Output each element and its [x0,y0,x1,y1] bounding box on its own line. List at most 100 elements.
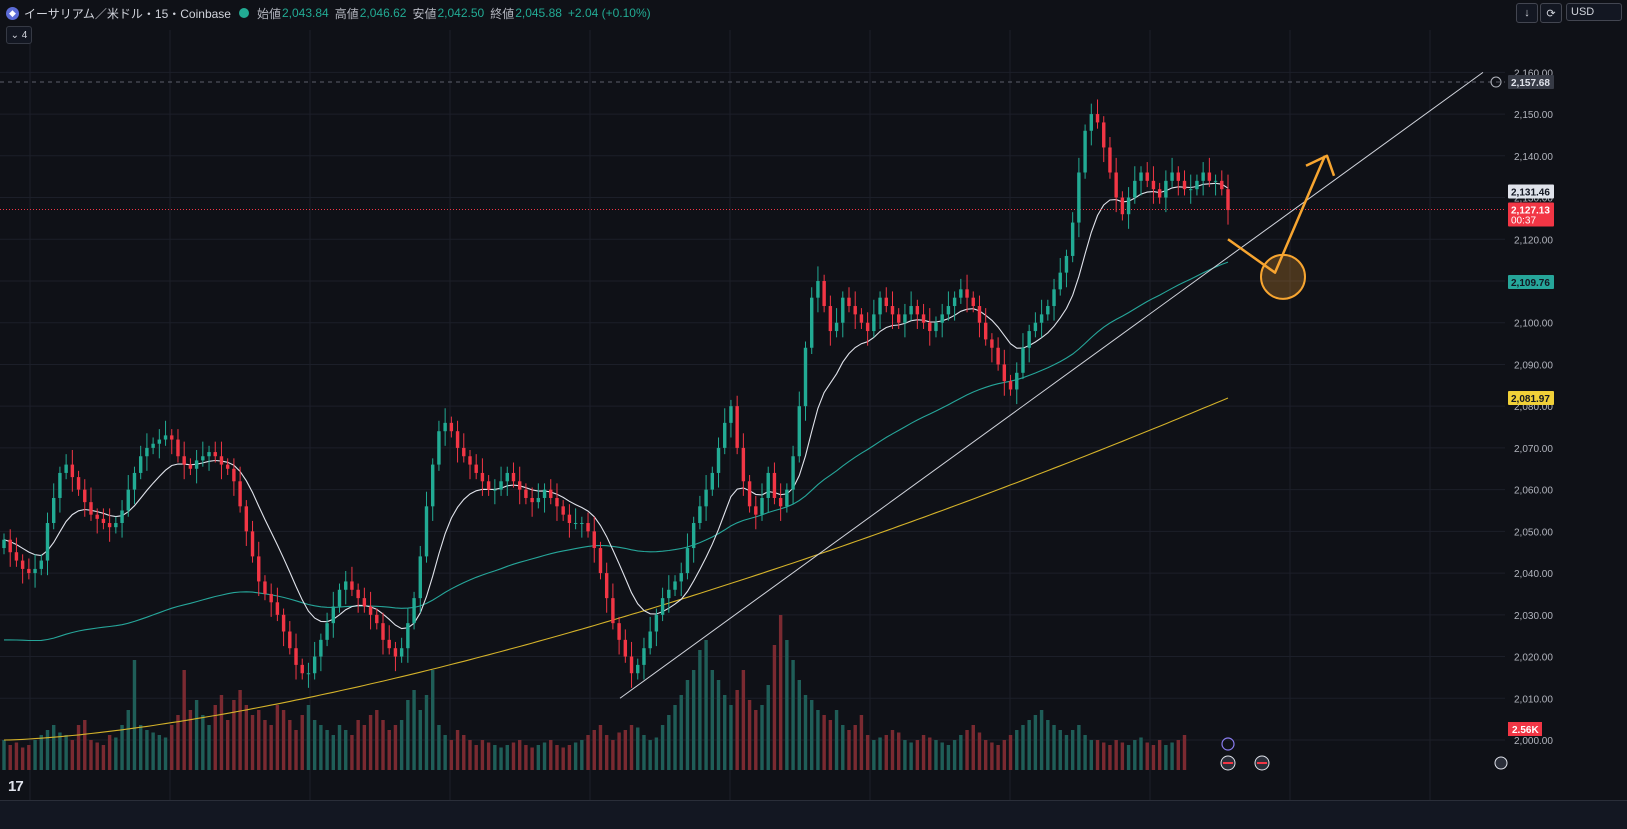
candle-body [946,306,951,315]
volume-bar [344,730,348,770]
candle-body [791,456,795,490]
volume-bar [729,705,733,770]
candle-body [716,447,721,473]
volume-bar [946,745,951,770]
volume-bar [766,685,770,770]
refresh-icon: ⟳ [1546,7,1556,20]
volume-bar [778,615,783,770]
candle-body [1207,172,1212,181]
moving-averages [0,81,1505,741]
candle-body [530,497,534,503]
open-label: 始値 [256,6,281,21]
symbol-title[interactable]: イーサリアム／米ドル・15・Coinbase [24,6,231,21]
volume-bar [132,660,137,770]
candle-body [884,297,888,307]
candle-body [611,598,615,624]
tradingview-logo-icon: 17 [8,778,24,795]
volume-bar [847,730,851,770]
price-tick-label: 2,020.00 [1514,653,1553,664]
candle-body [841,297,845,323]
candle-body [194,460,199,469]
candle-body [797,406,801,457]
price-label-text: 2,131.46 [1511,187,1550,198]
volume-bar [747,700,752,770]
volume-bar [288,720,292,770]
volume-bar [629,725,634,770]
volume-bar [368,715,373,770]
volume-bar [1027,720,1031,770]
candle-body [64,464,68,473]
candle-body [810,297,814,348]
candle-body [182,456,186,465]
price-label-ma_fast [1508,184,1554,199]
candle-body [132,472,137,490]
candle-body [1039,314,1044,323]
candle-body [766,472,770,498]
currency-select[interactable]: USD [1566,3,1622,21]
candle-body [598,548,603,574]
volume-bar [567,745,572,770]
volume-bar [679,695,683,770]
volume-bar [952,740,957,770]
volume-bar [716,680,721,770]
candle-body [300,664,304,674]
volume-bar [909,742,913,770]
candle-body [971,297,975,307]
download-button[interactable]: ↓ [1516,3,1538,23]
volume-bar [586,735,590,770]
volume-bar [176,715,180,770]
volume-bar [443,735,447,770]
price-tick-label: 2,060.00 [1514,486,1553,497]
volume-bar [1058,730,1062,770]
price-tick-label: 2,130.00 [1514,194,1553,205]
volume-bar [319,725,323,770]
candle-body [76,477,81,490]
volume-bar [306,705,311,770]
volume-bar [424,695,429,770]
candle-body [729,406,733,423]
volume-bar [95,742,99,770]
ethereum-icon: ◆ [6,6,19,20]
candle-body [145,447,149,457]
volume-bar [120,725,124,770]
volume-bar [542,742,547,770]
candle-body [1058,272,1062,290]
price-tick-label: 2,100.00 [1514,319,1553,330]
candle-body [449,422,454,432]
candle-body [83,489,87,503]
open-value: 2,043.84 [282,6,329,20]
refresh-button[interactable]: ⟳ [1540,3,1562,23]
candle-body [915,306,920,315]
candle-body [1145,172,1149,181]
volume-bar [1083,735,1087,770]
volume-bar [723,695,727,770]
volume-bar [257,710,261,770]
candle-body [27,568,31,574]
candle-body [1126,197,1131,215]
volume-bar [1114,740,1118,770]
volume-bar [499,747,503,770]
candle-body [51,497,56,524]
price-tick-label: 2,150.00 [1514,110,1553,121]
volume-bar [455,730,460,770]
candle-body [362,598,367,607]
candle-body [1170,172,1174,181]
us-flag-icon [1494,756,1508,770]
candle-body [163,435,168,440]
candle-body [567,514,572,524]
candles [2,99,1230,688]
candle-body [437,431,441,465]
volume-bar [449,740,454,770]
volume-bar [555,745,559,770]
candle-body [70,464,75,478]
change-value: +2.04 (+0.10%) [567,6,651,20]
volume-bar [201,715,205,770]
candle-body [909,306,913,315]
volume-label-text: 2.56K [1512,725,1539,736]
indicators-toggle-button[interactable]: ⌄ 4 [6,26,32,44]
candle-body [225,464,230,469]
volume-bar [934,740,938,770]
volume-bar [654,737,659,770]
volume-bar [70,740,75,770]
